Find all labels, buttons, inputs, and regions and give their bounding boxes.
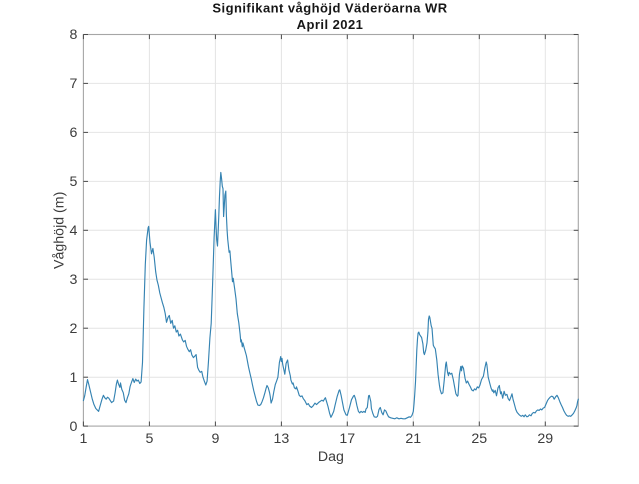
svg-text:5: 5 xyxy=(145,431,153,447)
svg-text:21: 21 xyxy=(405,431,421,447)
svg-text:Dag: Dag xyxy=(318,449,344,465)
svg-text:Signifikant våghöjd Väderöarna: Signifikant våghöjd Väderöarna WR xyxy=(212,0,447,15)
svg-text:4: 4 xyxy=(70,223,78,239)
svg-text:1: 1 xyxy=(79,431,87,447)
svg-text:April 2021: April 2021 xyxy=(297,17,364,32)
svg-text:9: 9 xyxy=(211,431,219,447)
svg-text:17: 17 xyxy=(339,431,355,447)
svg-text:8: 8 xyxy=(70,27,78,43)
svg-text:29: 29 xyxy=(537,431,553,447)
svg-text:1: 1 xyxy=(70,370,78,386)
svg-text:Våghöjd (m): Våghöjd (m) xyxy=(52,192,68,269)
svg-text:5: 5 xyxy=(70,174,78,190)
svg-text:13: 13 xyxy=(274,431,290,447)
svg-text:0: 0 xyxy=(70,419,78,435)
svg-text:6: 6 xyxy=(70,125,78,141)
svg-text:25: 25 xyxy=(471,431,487,447)
svg-text:7: 7 xyxy=(70,76,78,92)
svg-text:3: 3 xyxy=(70,272,78,288)
svg-text:2: 2 xyxy=(70,321,78,337)
